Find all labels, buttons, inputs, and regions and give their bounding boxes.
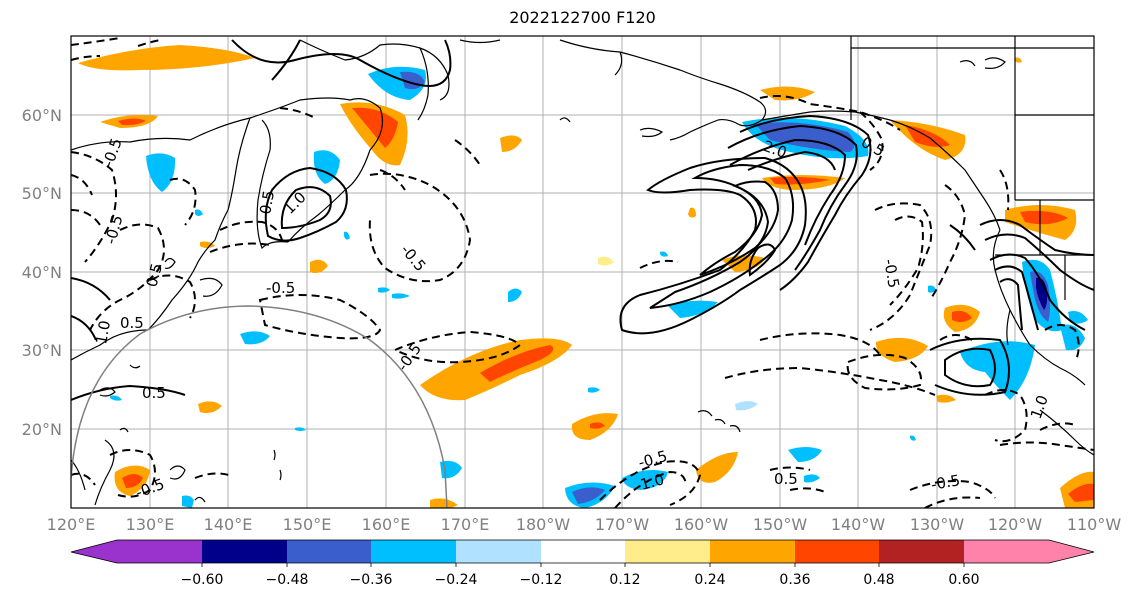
colorbar-segment bbox=[879, 540, 964, 563]
lon-label: 150°E bbox=[283, 515, 332, 534]
lon-label: 170°E bbox=[441, 515, 490, 534]
colorbar-segment bbox=[541, 540, 625, 563]
lat-label: 40°N bbox=[22, 263, 62, 282]
map-title: 2022122700 F120 bbox=[509, 8, 656, 27]
lon-label: 120°W bbox=[988, 515, 1043, 534]
gridlines bbox=[71, 36, 1094, 508]
colorbar-tick-label: 0.48 bbox=[863, 572, 894, 588]
map-border bbox=[70, 35, 1095, 509]
colorbar-tick-label: −0.60 bbox=[181, 572, 224, 588]
solid-contours bbox=[71, 39, 1094, 401]
lon-label: 110°W bbox=[1067, 515, 1122, 534]
lon-label: 140°E bbox=[204, 515, 253, 534]
colorbar-tick-label: −0.36 bbox=[350, 572, 393, 588]
positive-shading bbox=[78, 45, 1094, 508]
colorbar-segment bbox=[1049, 540, 1094, 563]
latitude-labels: 60°N 50°N 40°N 30°N 20°N bbox=[22, 106, 62, 439]
contour-label: -0.5 bbox=[880, 258, 903, 290]
colorbar-segment bbox=[202, 540, 287, 563]
colorbar-segment bbox=[117, 540, 202, 563]
lon-label: 170°W bbox=[595, 515, 650, 534]
lon-label: 140°W bbox=[831, 515, 886, 534]
colorbar-segment bbox=[795, 540, 879, 563]
contour-label: -0.5 bbox=[930, 471, 962, 494]
lon-label: 160°W bbox=[674, 515, 729, 534]
longitude-labels: 120°E 130°E 140°E 150°E 160°E 170°E 180°… bbox=[47, 515, 1122, 534]
lon-label: 180°W bbox=[516, 515, 571, 534]
contour-label: -0.5 bbox=[266, 279, 295, 297]
colorbar-segment bbox=[371, 540, 456, 563]
colorbar-tick-label: 0.12 bbox=[609, 572, 640, 588]
colorbar-tick-label: 0.60 bbox=[948, 572, 979, 588]
colorbar-segment bbox=[287, 540, 371, 563]
contour-label: 0.5 bbox=[120, 314, 144, 332]
dashed-contours bbox=[71, 37, 1094, 508]
colorbar: −0.60 −0.48 −0.36 −0.24 −0.12 0.12 0.24 … bbox=[70, 539, 1095, 588]
lat-label: 60°N bbox=[22, 106, 62, 125]
colorbar-segment bbox=[625, 540, 710, 563]
lon-label: 130°E bbox=[126, 515, 175, 534]
colorbar-segment bbox=[71, 540, 117, 563]
reference-circle bbox=[71, 305, 448, 508]
lon-label: 130°W bbox=[910, 515, 965, 534]
lat-label: 50°N bbox=[22, 184, 62, 203]
colorbar-segment bbox=[456, 540, 541, 563]
lon-label: 150°W bbox=[753, 515, 808, 534]
colorbar-tick-label: −0.24 bbox=[435, 572, 478, 588]
colorbar-tick-label: −0.48 bbox=[266, 572, 309, 588]
contour-label: 0.5 bbox=[142, 384, 166, 402]
lon-label: 120°E bbox=[47, 515, 96, 534]
lat-label: 30°N bbox=[22, 341, 62, 360]
colorbar-tick-label: −0.12 bbox=[520, 572, 563, 588]
contour-label: 0.5 bbox=[774, 470, 798, 488]
coastlines bbox=[71, 36, 1094, 506]
lon-label: 160°E bbox=[362, 515, 411, 534]
contour-label: 0.5 bbox=[256, 189, 278, 216]
colorbar-outline bbox=[70, 539, 1095, 564]
colorbar-segment bbox=[964, 540, 1049, 563]
contour-label: 0.5 bbox=[142, 261, 166, 289]
contour-label: 1.0 bbox=[92, 319, 114, 346]
lat-label: 20°N bbox=[22, 420, 62, 439]
colorbar-tick-label: 0.36 bbox=[779, 572, 810, 588]
colorbar-segment bbox=[710, 540, 795, 563]
colorbar-tick-label: 0.24 bbox=[694, 572, 725, 588]
contour-label: 1.0 bbox=[638, 470, 666, 494]
